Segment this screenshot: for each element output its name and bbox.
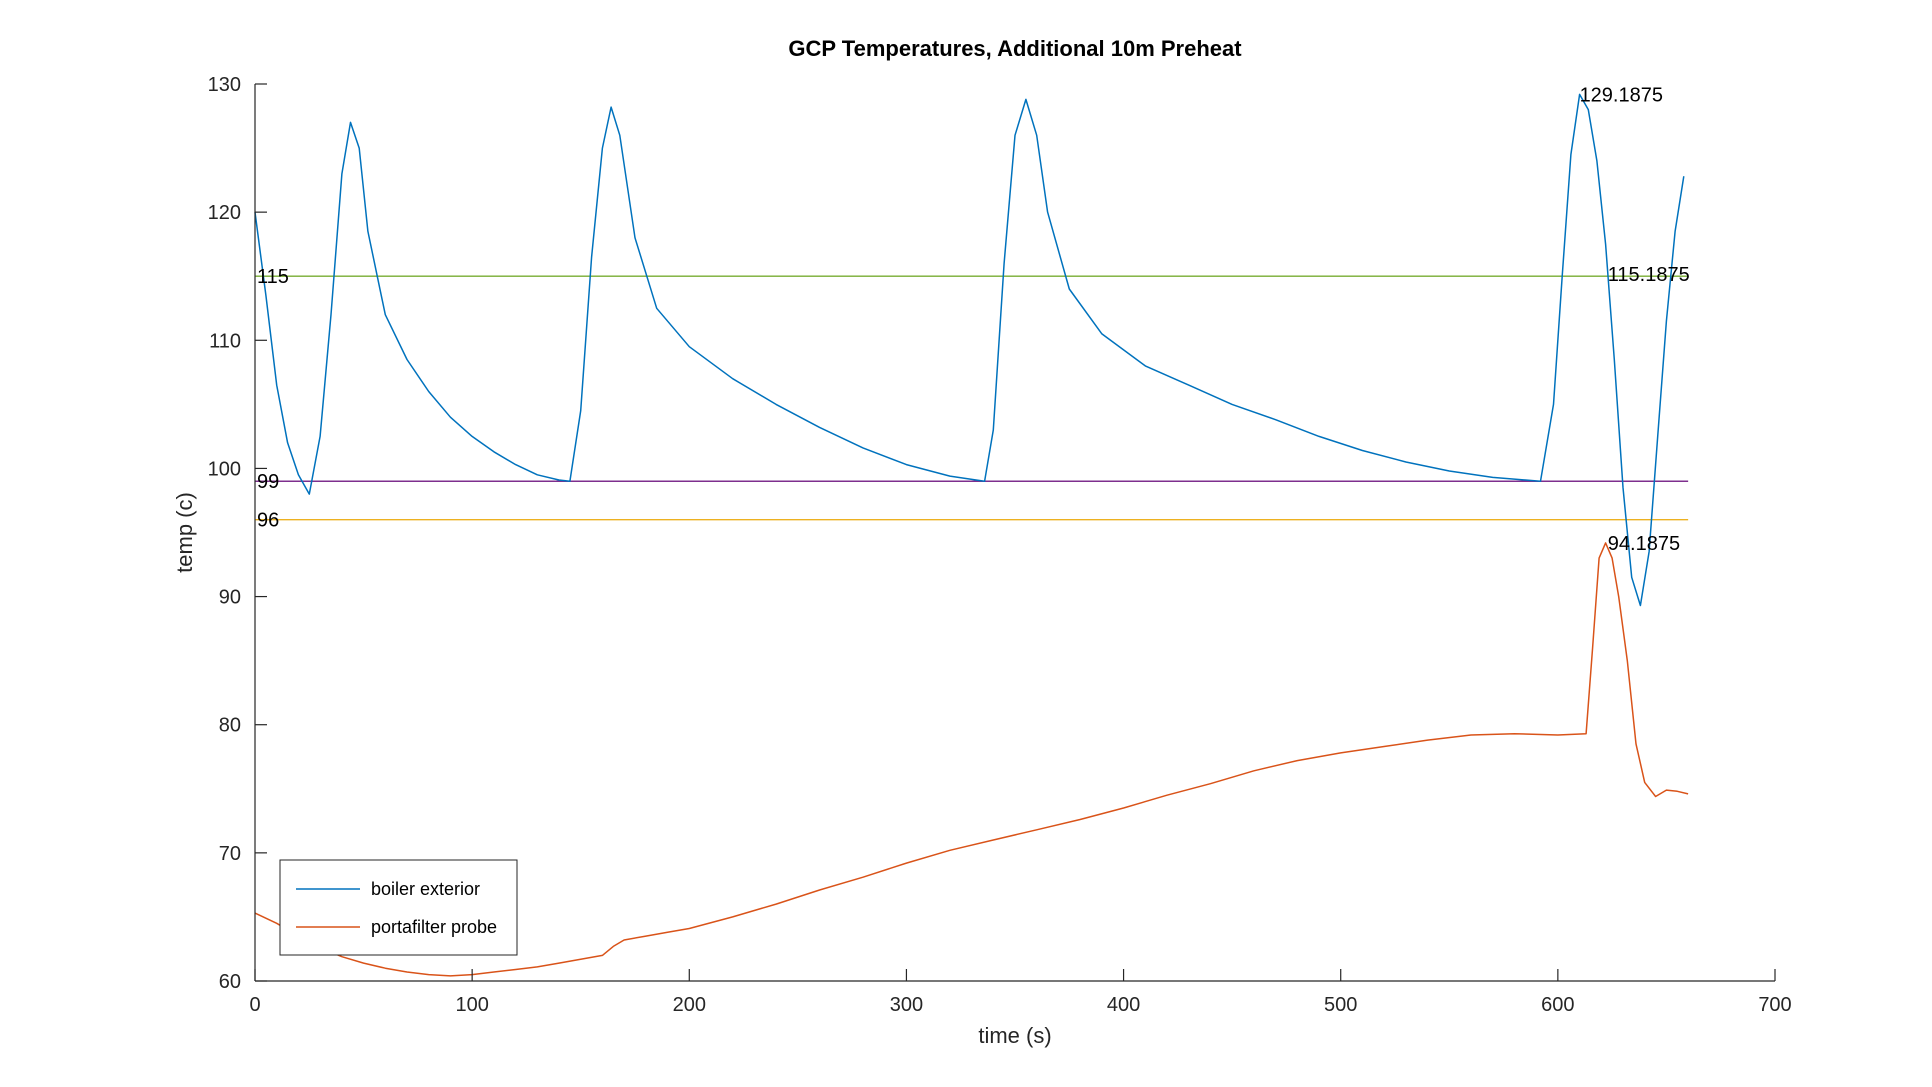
series-line-boiler-exterior (254, 93, 1685, 607)
y-tick-label: 100 (208, 458, 241, 480)
y-tick-label: 90 (219, 587, 241, 609)
x-tick-label: 0 (249, 994, 260, 1016)
y-tick-label: 110 (209, 330, 241, 352)
x-tick-label: 700 (1758, 994, 1791, 1016)
y-tick-label: 130 (208, 74, 241, 96)
data-annotation: 129.1875 (1580, 84, 1663, 106)
legend-label: boiler exterior (371, 879, 480, 899)
reference-lines (255, 275, 1689, 521)
legend-box (279, 859, 518, 956)
y-ticks: 60 70 80 90 100 110 120 130 (208, 74, 267, 993)
series-line-portafilter-probe (254, 542, 1689, 977)
y-tick-label: 120 (208, 202, 241, 224)
reference-line-label: 99 (257, 471, 279, 493)
annotations: 129.1875 115.1875 94.1875 (1580, 84, 1690, 555)
x-tick-label: 200 (673, 994, 706, 1016)
reference-line-label: 115 (257, 266, 289, 288)
y-axis-label: temp (c) (172, 492, 197, 573)
legend: boiler exterior portafilter probe (279, 859, 518, 956)
x-ticks: 0 100 200 300 400 500 600 700 (249, 969, 1792, 1016)
data-annotation: 115.1875 (1608, 264, 1690, 286)
reference-line-label: 96 (257, 510, 279, 532)
x-axis-label: time (s) (978, 1023, 1051, 1048)
plot-series (254, 93, 1689, 977)
x-tick-label: 400 (1107, 994, 1140, 1016)
x-tick-label: 600 (1541, 994, 1574, 1016)
y-tick-label: 60 (219, 971, 241, 993)
x-tick-label: 500 (1324, 994, 1357, 1016)
legend-label: portafilter probe (371, 917, 497, 937)
reference-line-labels: 115 99 96 (257, 266, 289, 531)
x-tick-label: 100 (455, 994, 488, 1016)
y-tick-label: 70 (219, 843, 241, 865)
chart-title: GCP Temperatures, Additional 10m Preheat (788, 36, 1242, 61)
y-tick-label: 80 (219, 715, 241, 737)
legend-items: boiler exterior portafilter probe (296, 879, 497, 937)
axes (254, 84, 1775, 982)
x-tick-label: 300 (890, 994, 923, 1016)
data-annotation: 94.1875 (1608, 533, 1680, 555)
